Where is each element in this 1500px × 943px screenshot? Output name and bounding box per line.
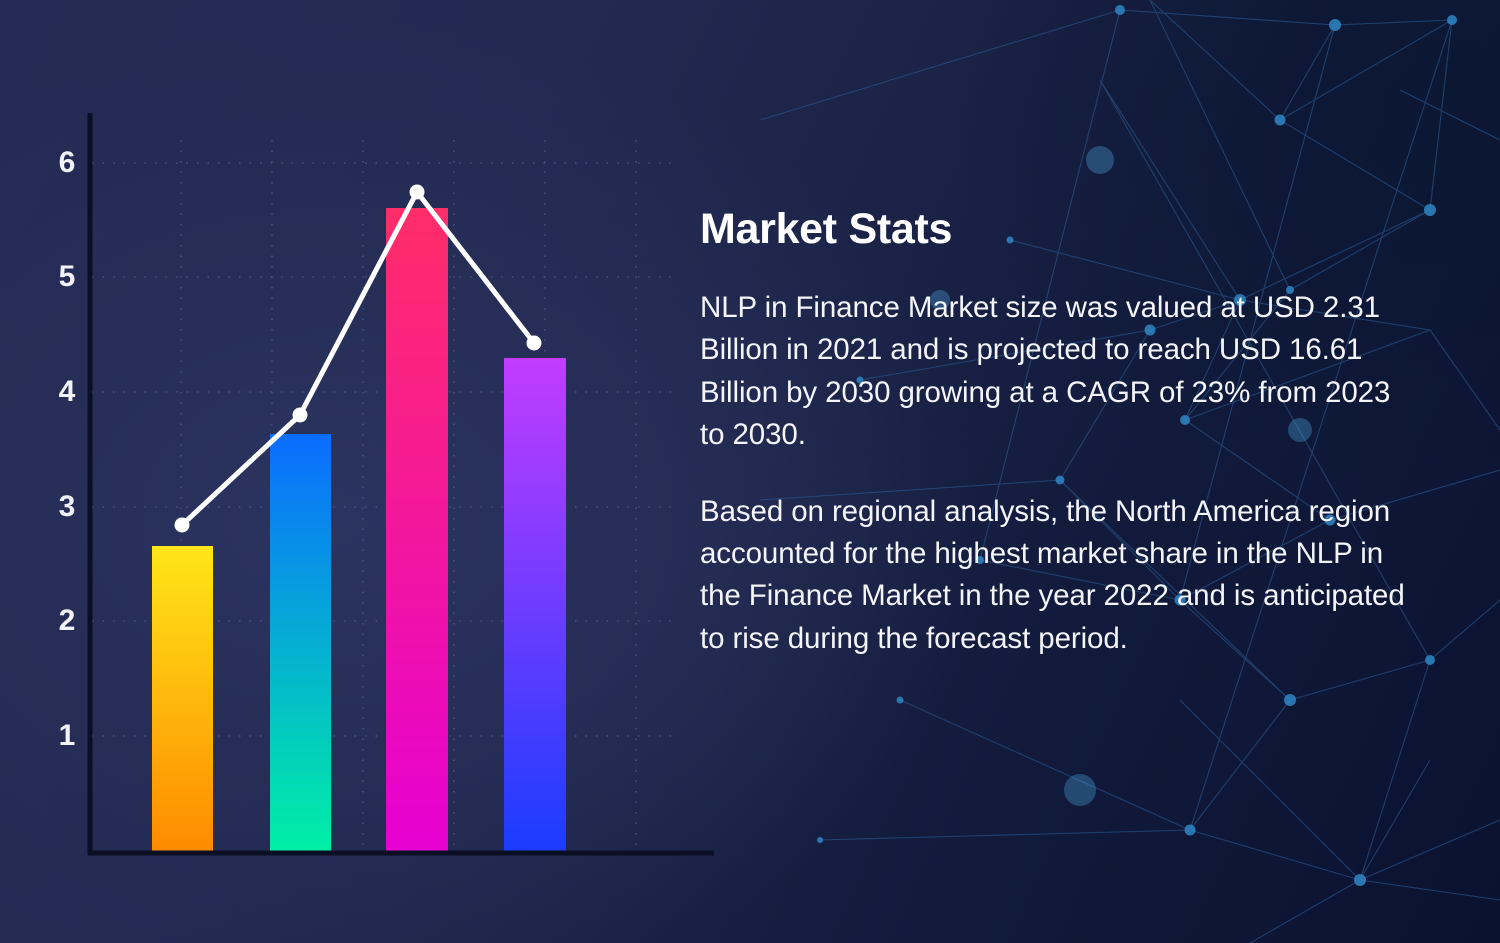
grid-horizontal xyxy=(92,162,672,737)
y-tick-label: 6 xyxy=(59,146,76,179)
trend-point-3 xyxy=(409,184,425,200)
y-tick-label: 1 xyxy=(59,719,76,752)
y-axis-ticks: 6 5 4 3 2 1 xyxy=(59,146,76,752)
trend-point-4 xyxy=(526,335,542,351)
y-tick-label: 4 xyxy=(59,375,76,408)
y-tick-label: 3 xyxy=(59,490,76,523)
bar-4 xyxy=(504,358,566,853)
y-tick-label: 2 xyxy=(59,604,76,637)
text-panel: Market Stats NLP in Finance Market size … xyxy=(700,205,1430,660)
page-title: Market Stats xyxy=(700,205,953,253)
bar-2 xyxy=(270,434,331,853)
description-paragraph-2: Based on regional analysis, the North Am… xyxy=(700,494,1405,655)
trend-point-2 xyxy=(292,407,308,423)
trend-point-1 xyxy=(174,517,190,533)
bar-series xyxy=(152,208,566,853)
market-bar-line-chart: 6 5 4 3 2 1 xyxy=(59,113,714,856)
bar-1 xyxy=(152,546,213,853)
trend-line xyxy=(179,189,537,528)
chart-panel: 6 5 4 3 2 1 xyxy=(0,0,714,943)
bar-3 xyxy=(386,208,448,853)
y-tick-label: 5 xyxy=(59,260,76,293)
trend-markers xyxy=(174,184,542,533)
description-paragraph-1: NLP in Finance Market size was valued at… xyxy=(700,291,1391,451)
